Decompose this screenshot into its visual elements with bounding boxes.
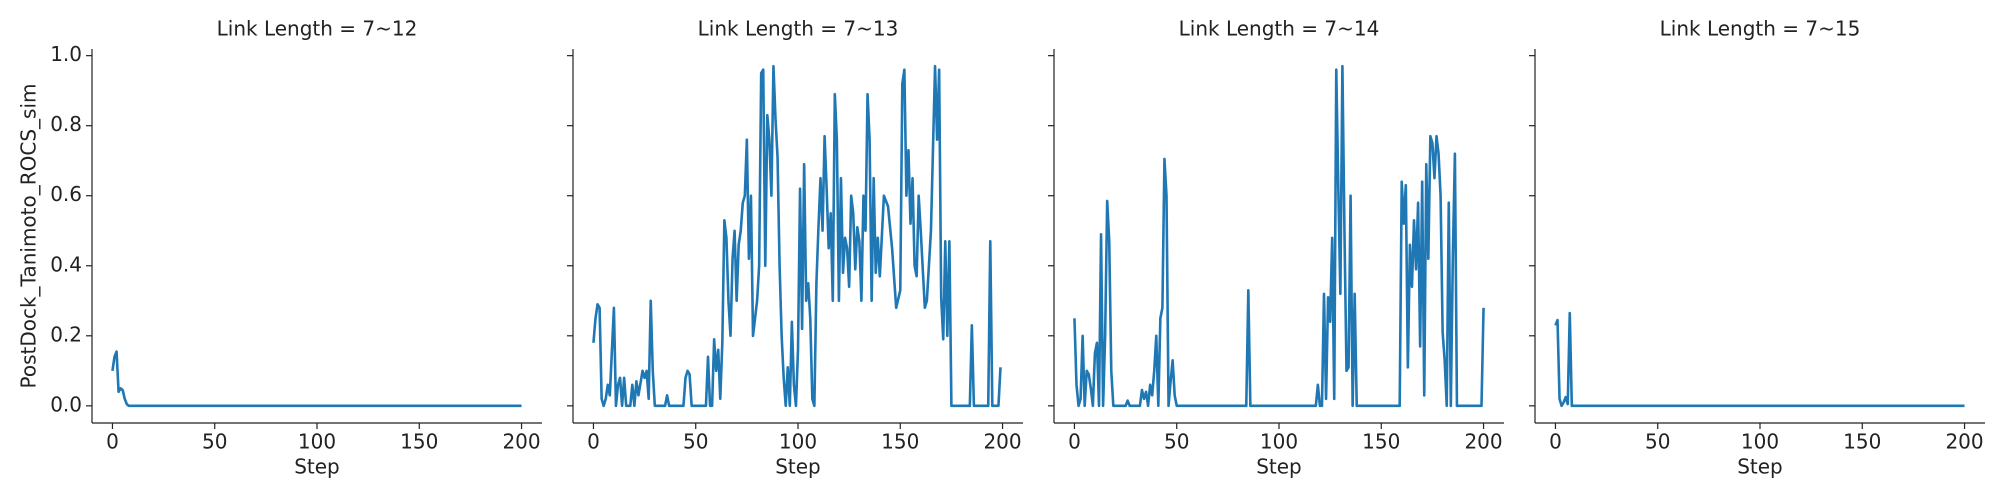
x-tick-label: 0: [1068, 430, 1081, 454]
x-tick-label: 200: [502, 430, 540, 454]
x-tick-label: 200: [983, 430, 1021, 454]
x-axis-label: Step: [294, 455, 340, 479]
x-tick-label: 100: [1260, 430, 1298, 454]
x-tick-label: 200: [1464, 430, 1502, 454]
x-tick-label: 100: [779, 430, 817, 454]
panel-title: Link Length = 7~15: [1660, 17, 1861, 41]
x-tick-label: 150: [400, 430, 438, 454]
line: [1073, 64, 1485, 408]
x-tick-label: 200: [1945, 430, 1983, 454]
x-axis-label: Step: [775, 455, 821, 479]
x-tick-label: 100: [1741, 430, 1779, 454]
y-tick-label: 0.8: [50, 112, 82, 136]
line: [592, 64, 1002, 408]
y-tick-label: 0.4: [50, 252, 82, 276]
y-tick-label: 0.2: [50, 322, 82, 346]
x-tick-label: 0: [106, 430, 119, 454]
x-tick-label: 50: [683, 430, 708, 454]
x-tick-label: 0: [587, 430, 600, 454]
line: [111, 350, 522, 408]
x-axis-label: Step: [1737, 455, 1783, 479]
panel-title: Link Length = 7~13: [698, 17, 899, 41]
x-tick-label: 100: [298, 430, 336, 454]
x-tick-label: 150: [881, 430, 919, 454]
x-tick-label: 50: [202, 430, 227, 454]
x-tick-label: 50: [1164, 430, 1189, 454]
x-tick-label: 0: [1549, 430, 1562, 454]
panel-title: Link Length = 7~12: [217, 17, 418, 41]
x-axis-label: Step: [1256, 455, 1302, 479]
y-tick-label: 1.0: [50, 42, 82, 66]
y-tick-label: 0.6: [50, 182, 82, 206]
line: [1554, 311, 1965, 408]
y-tick-label: 0.0: [50, 392, 82, 416]
y-axis-label: PostDock_Tanimoto_ROCS_sim: [17, 83, 41, 388]
panel-title: Link Length = 7~14: [1179, 17, 1380, 41]
x-tick-label: 50: [1645, 430, 1670, 454]
x-tick-label: 150: [1843, 430, 1881, 454]
x-tick-label: 150: [1362, 430, 1400, 454]
